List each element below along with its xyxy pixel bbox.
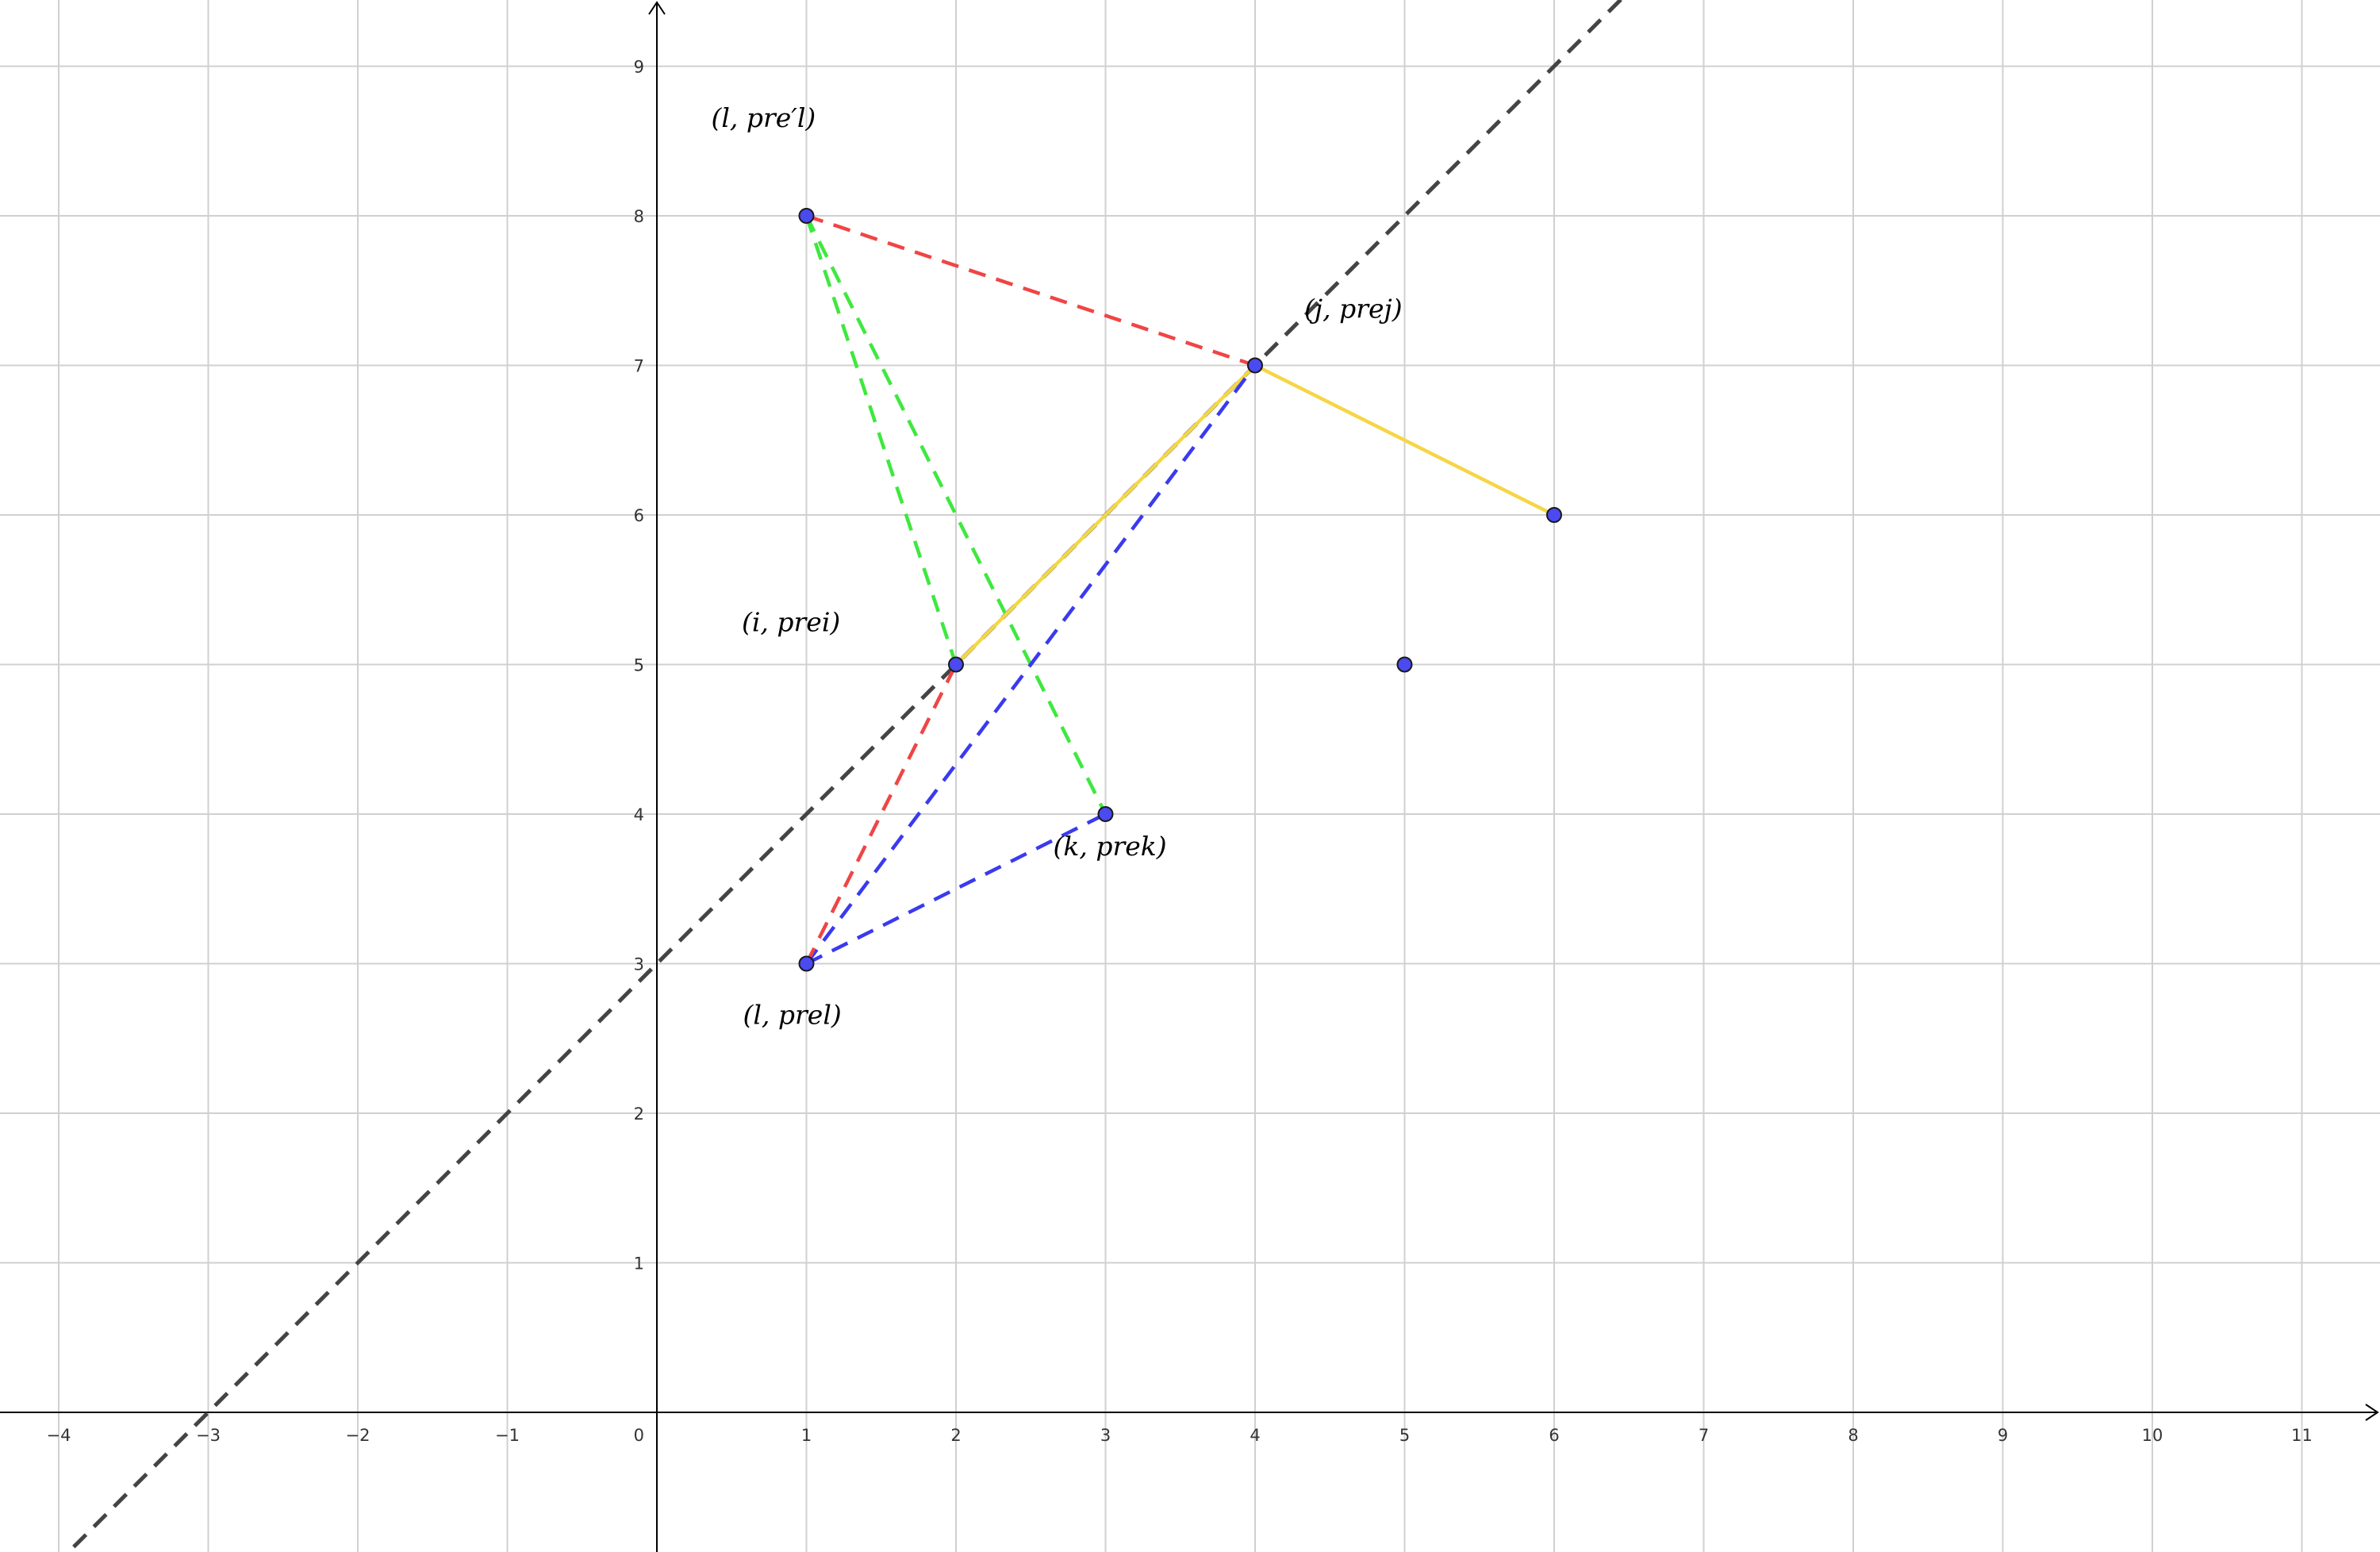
point-labels-group: (l, pre′l) (j, prej) (i, prei) (k, prek) (l,… xyxy=(712,102,1403,1031)
reference-line xyxy=(72,0,1624,1549)
x-tick-label: 8 xyxy=(1848,1426,1858,1445)
points-group xyxy=(798,208,1562,972)
point-marker xyxy=(948,656,964,673)
segment xyxy=(804,215,958,666)
point-label: (l, pre′l) xyxy=(712,102,816,133)
segment xyxy=(804,214,1107,816)
x-axis-arrow xyxy=(2365,1404,2379,1421)
segment xyxy=(1253,363,1556,517)
point-marker xyxy=(1396,656,1413,673)
point-label: (k, prek) xyxy=(1054,831,1167,862)
y-tick-label: 1 xyxy=(634,1254,644,1273)
x-tick-label: −1 xyxy=(495,1426,520,1445)
origin-label: 0 xyxy=(634,1426,644,1445)
x-tick-label: 3 xyxy=(1100,1426,1111,1445)
x-tick-label: 9 xyxy=(1998,1426,2008,1445)
x-tick-label: −4 xyxy=(47,1426,71,1445)
point-label: (l, prel) xyxy=(743,1000,842,1031)
x-tick-label: −2 xyxy=(346,1426,370,1445)
point-marker xyxy=(1097,806,1114,822)
y-tick-label: 5 xyxy=(634,656,644,675)
x-tick-label: −3 xyxy=(196,1426,221,1445)
point-marker xyxy=(798,208,815,224)
x-tick-label: 10 xyxy=(2142,1426,2163,1445)
point-marker xyxy=(1546,507,1562,523)
y-tick-label: 7 xyxy=(634,357,644,376)
segment xyxy=(954,363,1257,667)
y-tick-label: 2 xyxy=(634,1104,644,1124)
segments-group xyxy=(804,213,1556,966)
point-label: (i, prei) xyxy=(742,607,840,638)
x-tick-label: 6 xyxy=(1549,1426,1559,1445)
reference-line-group xyxy=(72,0,1624,1549)
x-tick-label: 5 xyxy=(1399,1426,1410,1445)
x-tick-label: 1 xyxy=(801,1426,812,1445)
x-tick-label: 2 xyxy=(950,1426,961,1445)
y-tick-label: 6 xyxy=(634,506,644,525)
y-tick-label: 4 xyxy=(634,805,644,824)
y-axis-arrow xyxy=(648,1,666,15)
y-tick-label: 9 xyxy=(634,58,644,77)
point-marker xyxy=(1247,357,1263,374)
x-tick-label: 4 xyxy=(1250,1426,1260,1445)
segment xyxy=(804,364,1257,965)
x-tick-label: 11 xyxy=(2291,1426,2313,1445)
segment xyxy=(805,213,1256,367)
point-marker xyxy=(798,955,815,972)
x-tick-label: 7 xyxy=(1699,1426,1709,1445)
point-label: (j, prej) xyxy=(1304,294,1403,325)
y-tick-label: 8 xyxy=(634,207,644,226)
y-tick-label: 3 xyxy=(634,955,644,974)
